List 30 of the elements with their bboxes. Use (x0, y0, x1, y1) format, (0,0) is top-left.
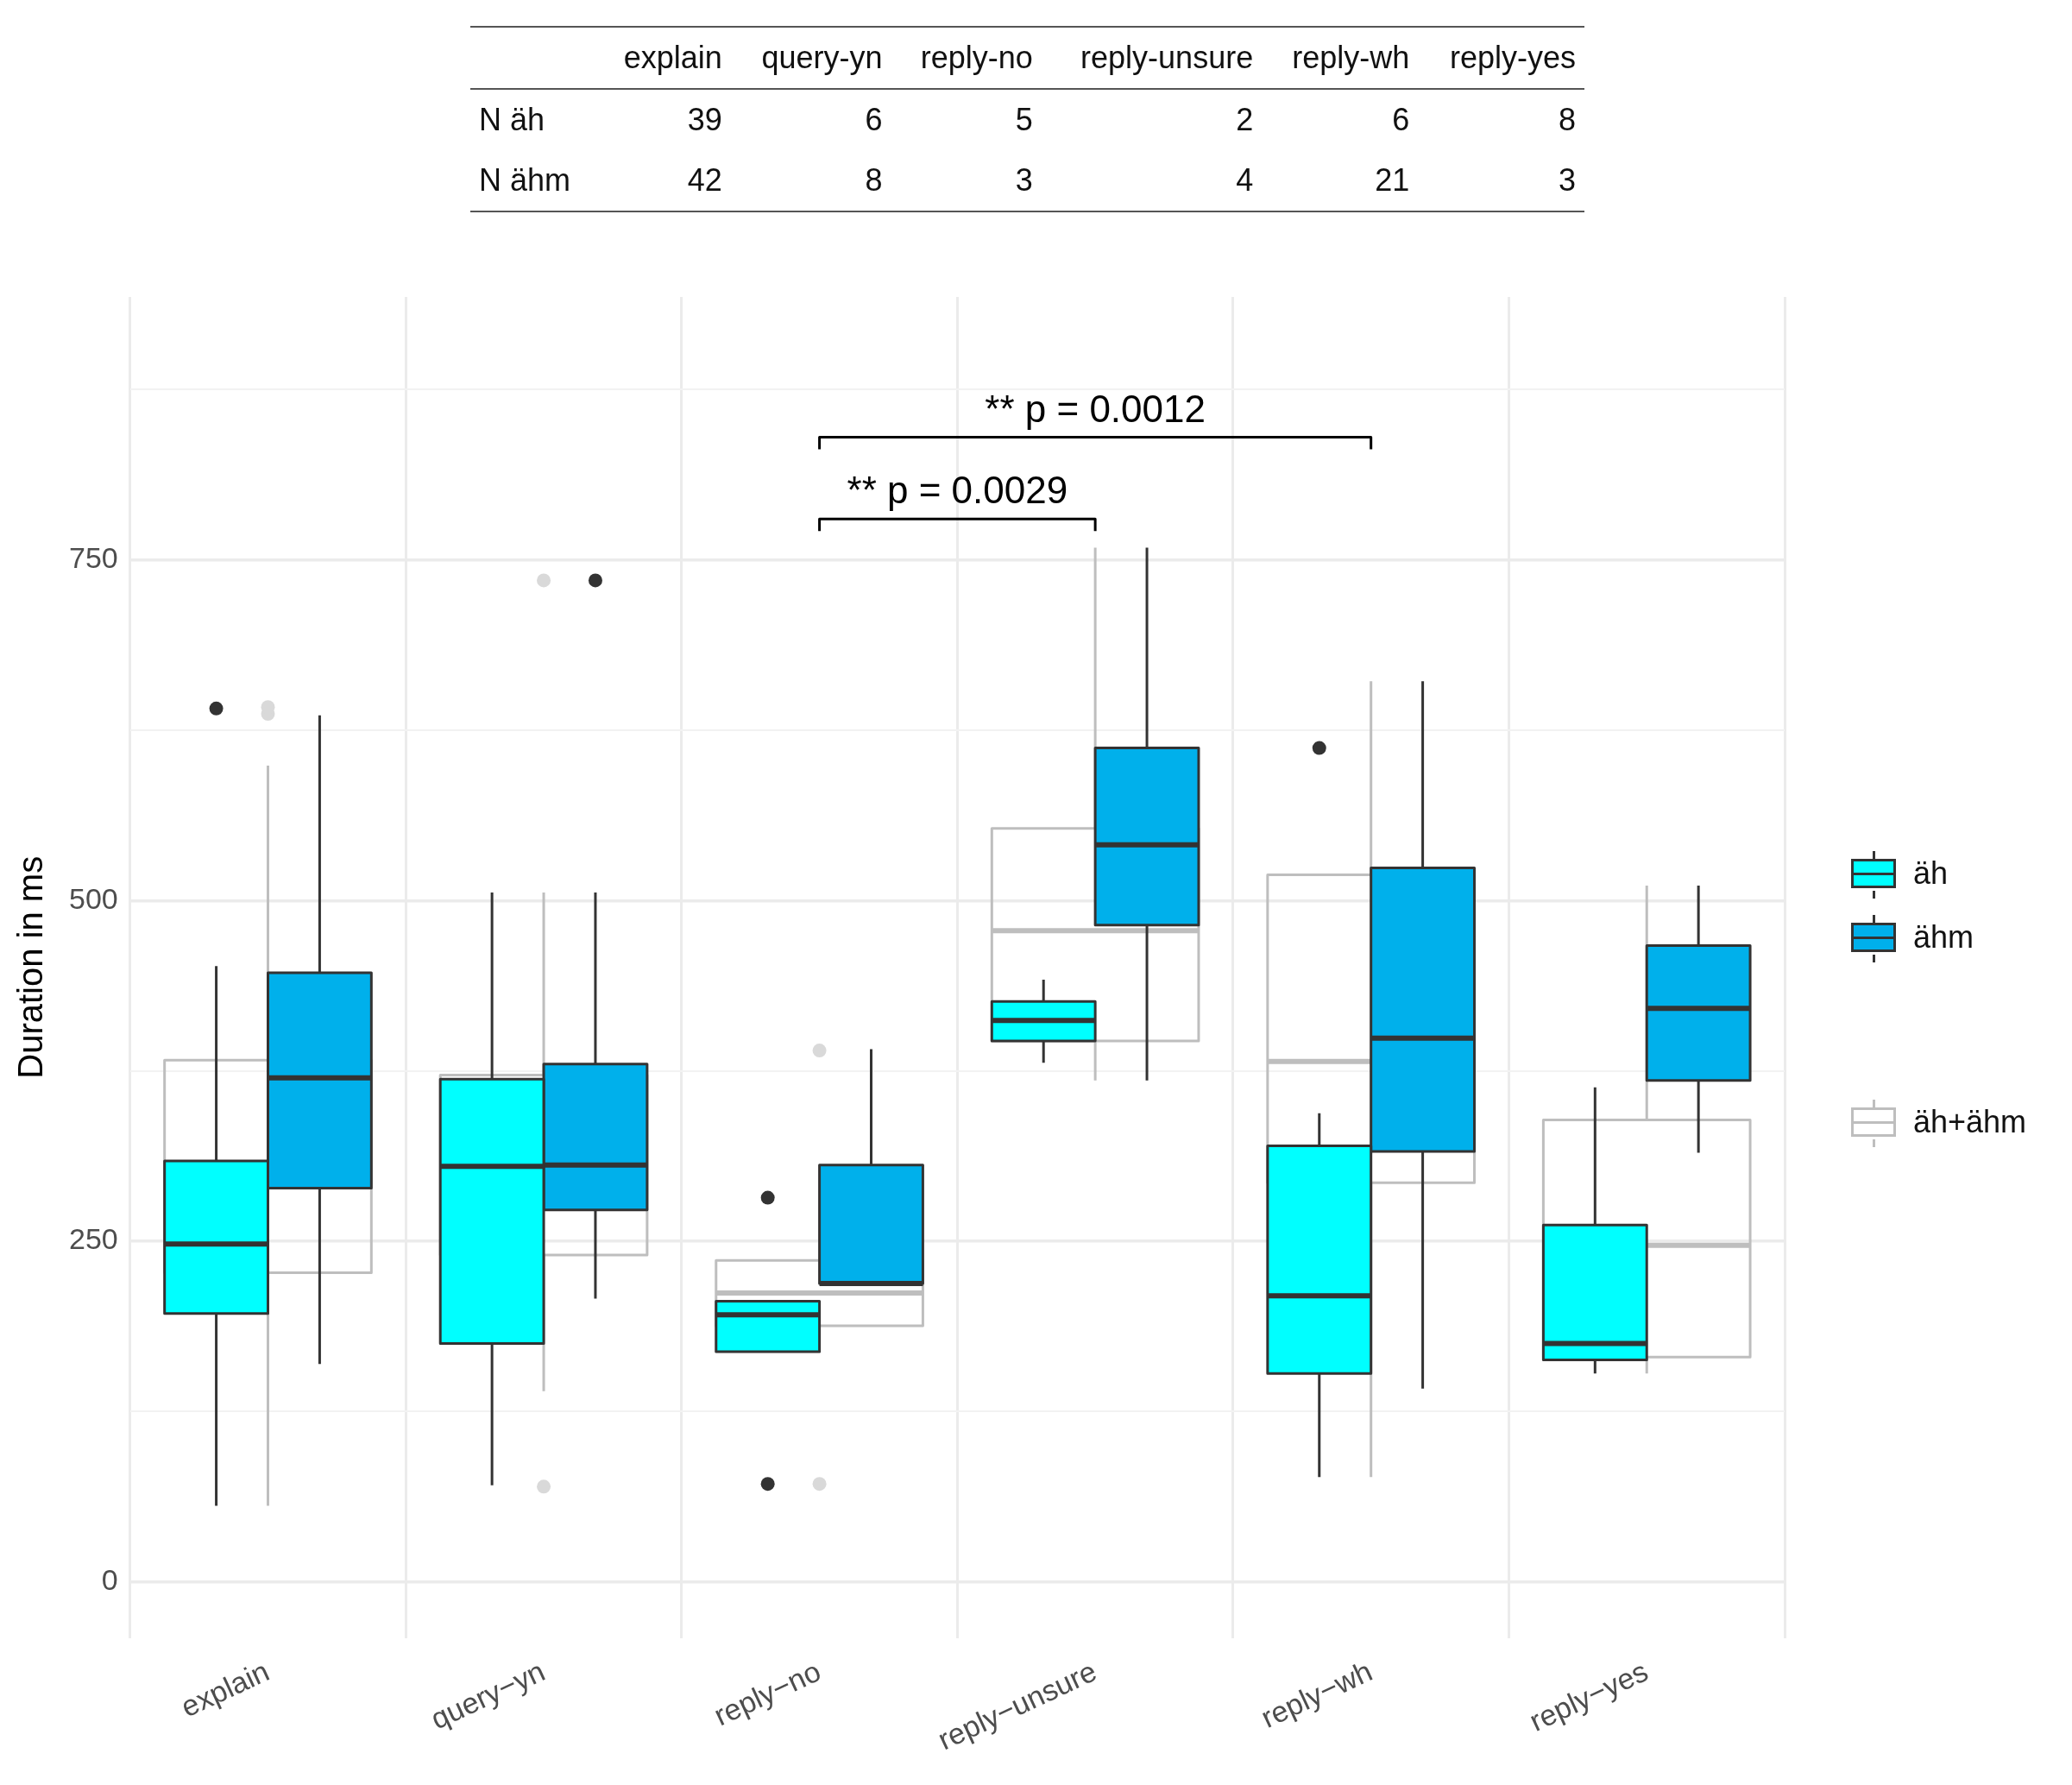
y-axis-title: Duration in ms (11, 855, 50, 1079)
data-label: 6 (864, 101, 884, 139)
y-tick-label: 500 (68, 881, 118, 915)
data-label: 4 (1235, 161, 1255, 199)
legend-label: ähm (1913, 919, 1974, 956)
data-label: 21 (1374, 161, 1411, 199)
annotation: ** p = 0.0012 (985, 387, 1206, 430)
y-tick-label: 250 (68, 1222, 118, 1256)
category-label: query-yn (760, 39, 884, 77)
legend-label: äh+ähm (1913, 1104, 2027, 1140)
category-label: reply-no (919, 39, 1034, 77)
data-label: 5 (1014, 101, 1034, 139)
category-label: reply-wh (1291, 39, 1411, 77)
category-label: reply-yes (1448, 39, 1577, 77)
annotation: ** p = 0.0029 (847, 469, 1068, 512)
data-label: 3 (1557, 161, 1577, 199)
data-label: 8 (864, 161, 884, 199)
y-tick-label: 0 (101, 1563, 118, 1597)
legend-label: äh (1913, 855, 1949, 892)
data-label: 2 (1235, 101, 1255, 139)
data-label: 3 (1014, 161, 1034, 199)
text: N äh (478, 101, 546, 139)
data-label: 8 (1557, 101, 1577, 139)
y-tick-label: 750 (68, 541, 118, 575)
category-label: explain (622, 39, 723, 77)
data-label: 39 (686, 101, 723, 139)
data-label: 42 (686, 161, 723, 199)
text: N ähm (478, 161, 572, 199)
category-label: reply-unsure (1080, 39, 1255, 77)
data-label: 6 (1391, 101, 1411, 139)
